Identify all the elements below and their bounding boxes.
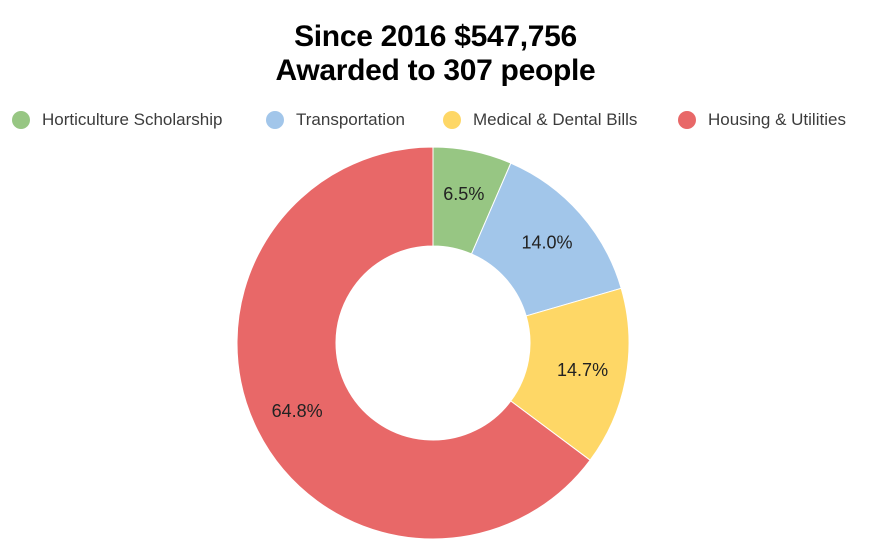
chart-title-line-1: Since 2016 $547,756 [294,20,577,53]
legend-item-medical-dental-bills[interactable]: Medical & Dental Bills [443,106,637,134]
legend-item-transportation[interactable]: Transportation [266,106,405,134]
legend-swatch-medical-dental-bills [443,111,461,129]
legend-label-medical-dental-bills: Medical & Dental Bills [473,110,638,129]
legend-label-horticulture-scholarship: Horticulture Scholarship [42,110,223,129]
legend-swatch-housing-utilities [678,111,696,129]
legend-item-housing-utilities[interactable]: Housing & Utilities [678,106,846,134]
slice-label-horticulture-scholarship: 6.5% [443,184,484,204]
donut-slice-labels: 6.5% 14.0% 14.7% 64.8% [272,184,608,421]
chart-legend: Horticulture Scholarship Transportation … [0,106,871,134]
slice-label-housing-utilities: 64.8% [272,401,323,421]
chart-title-line-2: Awarded to 307 people [275,54,596,87]
chart-title: Since 2016 $547,756 Awarded to 307 peopl… [0,20,871,88]
slice-medical-dental-bills[interactable] [510,287,630,461]
legend-item-horticulture-scholarship[interactable]: Horticulture Scholarship [12,106,222,134]
donut-slices [236,146,630,540]
slice-label-transportation: 14.0% [521,232,572,252]
legend-label-transportation: Transportation [296,110,405,129]
legend-swatch-horticulture-scholarship [12,111,30,129]
legend-swatch-transportation [266,111,284,129]
slice-housing-utilities[interactable] [236,146,591,540]
legend-label-housing-utilities: Housing & Utilities [708,110,846,129]
slice-label-medical-dental-bills: 14.7% [557,360,608,380]
